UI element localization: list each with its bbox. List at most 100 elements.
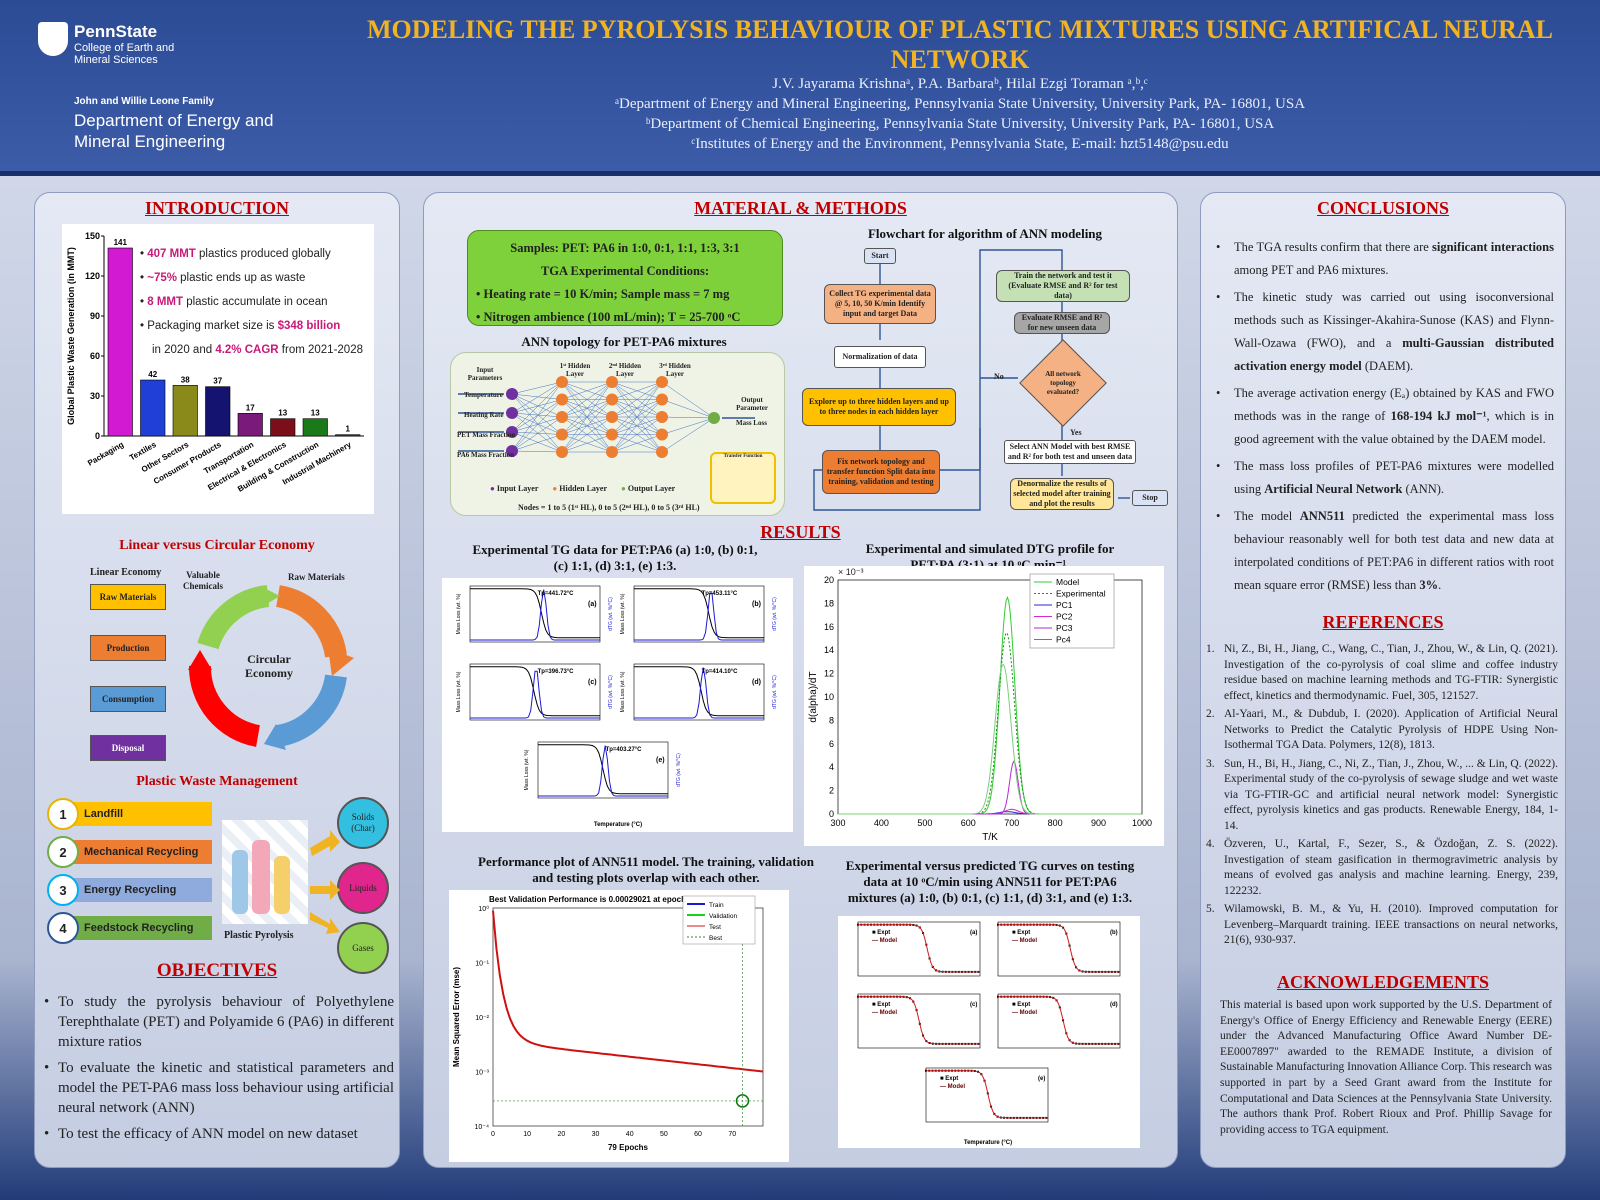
- tg-ylabel: Mass Loss (wt. %): [524, 749, 530, 790]
- tg-plots-box: [442, 578, 793, 832]
- ann-node: [656, 411, 668, 423]
- authors: J.V. Jayarama Krishnaᵃ, P.A. Barbaraᵇ, H…: [772, 76, 1148, 92]
- dtg-pc4-curve: [838, 663, 1142, 815]
- flow-explore: Explore up to three hidden layers and up…: [802, 388, 956, 426]
- ann-input-1: Temperature: [464, 391, 503, 399]
- tg-y2label: dTG (wt. %/°C): [772, 597, 778, 631]
- perf-x-tick: 10: [523, 1131, 531, 1138]
- ann-connection: [611, 381, 663, 435]
- perf-xlabel: 79 Epochs: [608, 1143, 649, 1152]
- psu-shield-icon: [38, 22, 68, 56]
- tg-ylabel: Mass Loss (wt. %): [456, 593, 462, 634]
- tgc-legend-model: — Model: [872, 1010, 897, 1016]
- ann-node: [656, 446, 668, 458]
- objective-1: To study the pyrolysis behaviour of Poly…: [44, 992, 394, 1052]
- tg-panel-label: (c): [588, 679, 597, 686]
- dtg-x-tick: 800: [1048, 818, 1063, 828]
- flow-no: No: [994, 372, 1004, 381]
- ann-connection: [611, 434, 663, 453]
- tg-xlabel: Temperature (°C): [594, 822, 642, 828]
- tgc-model-curve: [998, 924, 1120, 973]
- tg-mass-curve: [470, 588, 600, 639]
- valuable-chemicals: Valuable Chemicals: [183, 570, 223, 591]
- objectives-list: To study the pyrolysis behaviour of Poly…: [44, 992, 394, 1150]
- tg-y2label: dTG (wt. %/°C): [676, 753, 682, 787]
- tgc-frame: [925, 1067, 1049, 1123]
- tg-mass-curve: [634, 588, 764, 639]
- tg-panel-label: (a): [588, 601, 597, 608]
- perf-y-tick: 10⁻²: [475, 1015, 489, 1022]
- perf-best-marker: [735, 1094, 750, 1108]
- flow-train: Train the network and test it (Evaluate …: [996, 270, 1130, 302]
- flow-stop: Stop: [1132, 490, 1168, 506]
- output-gases: Gases: [337, 922, 389, 974]
- ann-node: [506, 426, 518, 438]
- bar: [335, 434, 361, 437]
- intro-bullet-4: • Packaging market size is $348 billion: [140, 320, 341, 332]
- ann-node: [606, 411, 618, 423]
- ann-connection: [511, 450, 563, 453]
- objective-2: To evaluate the kinetic and statistical …: [44, 1058, 394, 1118]
- pwm-energy: Energy Recycling: [56, 878, 212, 902]
- ann-connection: [511, 393, 563, 435]
- dtg-pc2-curve: [838, 808, 1142, 815]
- tgc-panel-label: (b): [1110, 930, 1118, 936]
- ann-connection: [611, 399, 663, 453]
- bar-value-label: 1: [346, 425, 351, 434]
- intro-bullet-3: • 8 MMT plastic accumulate in ocean: [140, 296, 328, 308]
- bar: [270, 418, 296, 437]
- ann-node: [556, 428, 568, 441]
- linear-disposal: Disposal: [90, 735, 166, 761]
- ann-connection: [511, 381, 563, 414]
- dept-name: Department of Energy and Mineral Enginee…: [74, 111, 274, 151]
- affiliation-c: ᶜInstitutes of Energy and the Environmen…: [691, 136, 1229, 152]
- conclusion-2: The kinetic study was carried out using …: [1212, 286, 1554, 378]
- tga-cond-1: • Heating rate = 10 K/min; Sample mass =…: [476, 287, 730, 301]
- bar: [140, 379, 166, 437]
- ann-connection: [511, 399, 563, 433]
- ann-legend: ● Input Layer ● Hidden Layer ● Output La…: [490, 484, 675, 493]
- objectives-heading: OBJECTIVES: [156, 960, 278, 981]
- pyrolysis-label: Plastic Pyrolysis: [224, 930, 294, 941]
- reference-5: 5. Wilamowski, B. M., & Yu, H. (2010). Im…: [1206, 903, 1558, 946]
- bar-value-label: 37: [213, 377, 222, 386]
- ann-node: [506, 445, 518, 457]
- flow-select: Select ANN Model with best RMSE and R² f…: [1004, 440, 1136, 464]
- ann-node: [606, 428, 618, 441]
- poster-title: MODELING THE PYROLYSIS BEHAVIOUR OF PLAS…: [367, 15, 1553, 74]
- tg-curves: ■ Expt — Model (a) ■ Expt — Model (b) ■ Expt — …: [857, 921, 1121, 1146]
- perf-inner-title: Best Validation Performance is 0.0002902…: [489, 895, 698, 904]
- bar: [205, 386, 231, 437]
- tg-panel-label: (b): [752, 601, 761, 608]
- tg-frame: [469, 663, 601, 721]
- dtg-y-tick: 12: [824, 669, 834, 679]
- tg-mass-curve: [538, 744, 668, 795]
- dtg-x-tick: 400: [874, 818, 889, 828]
- tgc-panel-label: (d): [1110, 1002, 1118, 1008]
- samples-line: Samples: PET: PA6 in 1:0, 0:1, 1:1, 1:3,…: [510, 241, 740, 255]
- perf-title: Performance plot of ANN511 model. The tr…: [478, 854, 814, 885]
- poster-header: PennState College of Earth and Mineral S…: [0, 0, 1600, 176]
- dtg-x-tick: 900: [1091, 818, 1106, 828]
- tgc-panel-label: (e): [1038, 1076, 1045, 1082]
- tg-mass-curve: [470, 666, 600, 717]
- perf-legend-label: Validation: [709, 913, 737, 920]
- tgc-model-curve: [926, 1070, 1048, 1119]
- pwm-landfill: Landfill: [56, 802, 212, 826]
- dtg-x-tick: 500: [917, 818, 932, 828]
- tgc-legend-expt: ■ Expt: [872, 930, 890, 936]
- pyrolysis-arrows: [310, 830, 340, 934]
- tgc-legend-expt: ■ Expt: [940, 1076, 958, 1082]
- raw-materials-label: Raw Materials: [288, 572, 345, 582]
- bar-value-label: 13: [311, 409, 320, 418]
- ann-node: [606, 393, 618, 406]
- tg-y2label: dTG (wt. %/°C): [608, 597, 614, 631]
- flow-evaluate: Evaluate RMSE and R² for new unseen data: [1014, 312, 1110, 334]
- ann-layer-1: 1ˢᵗ Hidden Layer: [559, 362, 591, 378]
- ann-connection: [511, 416, 563, 452]
- ack-text: This material is based upon work support…: [1220, 999, 1552, 1136]
- legend-output: ● Output Layer: [621, 484, 676, 493]
- transfer-function-box: Transfer Function: [710, 452, 776, 504]
- pwm-num-3: 3: [47, 874, 79, 906]
- output-solids: Solids (Char): [337, 797, 389, 849]
